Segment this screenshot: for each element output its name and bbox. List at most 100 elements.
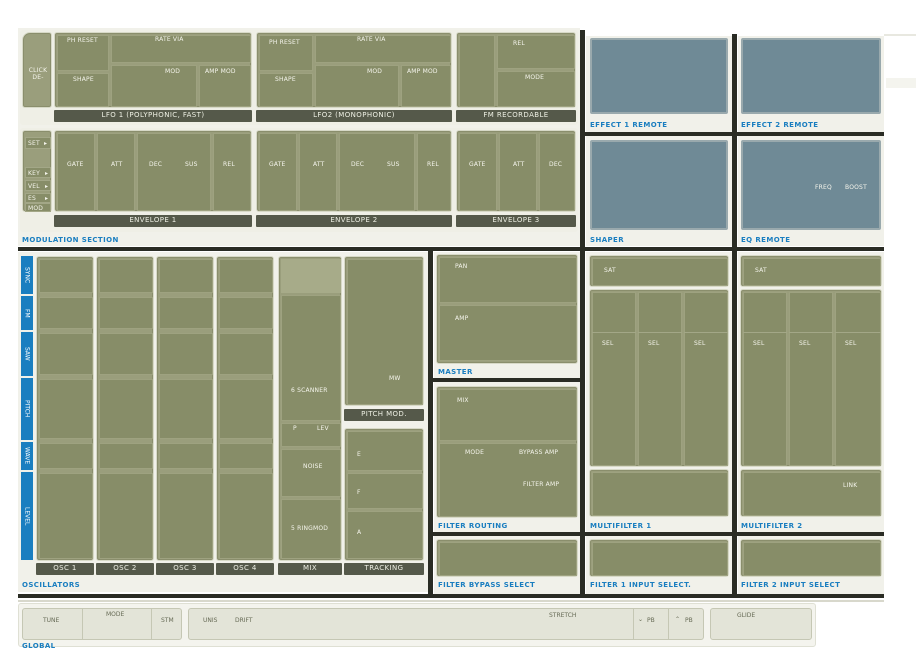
- master-pan[interactable]: PAN: [439, 257, 577, 303]
- env2-gate[interactable]: GATE: [259, 133, 297, 211]
- osc2-sync[interactable]: [99, 259, 153, 293]
- osc1-pitch[interactable]: [39, 379, 93, 439]
- stretch-label[interactable]: STRETCH: [549, 612, 577, 619]
- env1-rel[interactable]: REL: [213, 133, 251, 211]
- multifilter1-sat-cell[interactable]: SAT: [592, 258, 728, 286]
- lfo2-shape[interactable]: SHAPE: [259, 73, 313, 107]
- tracking-e[interactable]: E: [347, 431, 423, 471]
- filter-bypass-select-cell[interactable]: [439, 542, 577, 576]
- multifilter2-sat[interactable]: SAT: [740, 255, 882, 287]
- filter2-input-select-panel[interactable]: [740, 539, 882, 577]
- osc4-pitch[interactable]: [219, 379, 273, 439]
- mix-p-lev[interactable]: P LEV: [281, 423, 341, 447]
- multifilter1-sel2[interactable]: SEL: [638, 292, 682, 466]
- osc3-level[interactable]: [159, 473, 213, 559]
- vel-button[interactable]: VEL ▸: [25, 180, 51, 191]
- osc1-level[interactable]: [39, 473, 93, 559]
- env2-att[interactable]: ATT: [299, 133, 337, 211]
- multifilter2-sel2[interactable]: SEL: [789, 292, 833, 466]
- pitch-mod-area[interactable]: MW: [347, 259, 423, 405]
- mix-scanner[interactable]: 6 SCANNER: [281, 295, 341, 421]
- env3-gate[interactable]: GATE: [459, 133, 497, 211]
- fm-rel[interactable]: REL: [497, 35, 575, 69]
- tune-knob[interactable]: TUNE: [23, 609, 83, 639]
- osc4-level[interactable]: [219, 473, 273, 559]
- lfo2-ph-reset[interactable]: PH RESET: [259, 35, 313, 71]
- filter-bypass-select-panel[interactable]: [436, 539, 578, 577]
- multifilter1-bottom[interactable]: [589, 469, 729, 517]
- osc1-saw[interactable]: [39, 333, 93, 375]
- osc1-fm[interactable]: [39, 297, 93, 329]
- env1-dec[interactable]: DEC SUS: [137, 133, 211, 211]
- multifilter1-sel1[interactable]: SEL: [592, 292, 636, 466]
- mod-button[interactable]: MOD: [25, 203, 51, 212]
- multifilter2-link[interactable]: LINK: [743, 472, 881, 516]
- filter-routing-mix[interactable]: MIX: [439, 389, 577, 441]
- osc2-fm[interactable]: [99, 297, 153, 329]
- filter1-input-select-cell[interactable]: [592, 542, 728, 576]
- effect1-remote-display[interactable]: [590, 38, 728, 114]
- osc3-fm[interactable]: [159, 297, 213, 329]
- env3-dec[interactable]: DEC: [539, 133, 575, 211]
- es-button[interactable]: ES ▸: [25, 193, 51, 203]
- osc2-saw[interactable]: [99, 333, 153, 375]
- osc4-fm[interactable]: [219, 297, 273, 329]
- glide-control[interactable]: GLIDE: [710, 608, 812, 640]
- osc2-pitch[interactable]: [99, 379, 153, 439]
- multifilter2-sel3[interactable]: SEL: [835, 292, 881, 466]
- drift-label[interactable]: DRIFT: [235, 617, 253, 624]
- osc3-sync[interactable]: [159, 259, 213, 293]
- multifilter1-bottom-cell[interactable]: [592, 472, 728, 516]
- tracking-f[interactable]: F: [347, 473, 423, 509]
- multifilter1-sel3[interactable]: SEL: [684, 292, 728, 466]
- set-button[interactable]: SET ▸: [25, 137, 51, 149]
- lfo2-amp-mod[interactable]: AMP MOD: [401, 65, 451, 107]
- fm-mode[interactable]: MODE: [497, 71, 575, 107]
- env2-dec[interactable]: DEC SUS: [339, 133, 415, 211]
- multifilter1-sat[interactable]: SAT: [589, 255, 729, 287]
- fm-left[interactable]: [459, 35, 495, 107]
- env3-att[interactable]: ATT: [499, 133, 537, 211]
- key-button[interactable]: KEY ▸: [25, 167, 51, 178]
- eq-remote-display[interactable]: FREQ BOOST: [741, 140, 881, 230]
- osc2-level[interactable]: [99, 473, 153, 559]
- env1-gate[interactable]: GATE: [57, 133, 95, 211]
- pb-down-control[interactable]: ⌄ PB: [633, 609, 667, 639]
- env1-att[interactable]: ATT: [97, 133, 135, 211]
- lfo1-amp-mod[interactable]: AMP MOD: [199, 65, 251, 107]
- click-de-strip[interactable]: CLICK DE-: [22, 32, 52, 108]
- osc4-wave[interactable]: [219, 443, 273, 469]
- filter-routing-controls[interactable]: MODE BYPASS AMP FILTER AMP: [439, 443, 577, 517]
- osc1-wave[interactable]: [39, 443, 93, 469]
- osc3-wave[interactable]: [159, 443, 213, 469]
- mix-ringmod[interactable]: 5 RINGMOD: [281, 499, 341, 559]
- env2-rel[interactable]: REL: [417, 133, 451, 211]
- osc3-pitch[interactable]: [159, 379, 213, 439]
- filter1-input-select-panel[interactable]: [589, 539, 729, 577]
- lfo1-rate-via[interactable]: RATE VIA: [111, 35, 251, 63]
- mode-control[interactable]: MODE: [84, 609, 152, 639]
- multifilter2-sat-cell[interactable]: SAT: [743, 258, 881, 286]
- shaper-display[interactable]: [590, 140, 728, 230]
- osc3-saw[interactable]: [159, 333, 213, 375]
- osc4-sync[interactable]: [219, 259, 273, 293]
- osc1-sync[interactable]: [39, 259, 93, 293]
- master-amp[interactable]: AMP: [439, 305, 577, 361]
- pitch-mod-panel[interactable]: MW: [344, 256, 424, 406]
- multifilter2-sel1[interactable]: SEL: [743, 292, 787, 466]
- lfo2-mod[interactable]: MOD: [315, 65, 399, 107]
- mix-noise[interactable]: NOISE: [281, 449, 341, 497]
- stm-control[interactable]: STM: [153, 609, 181, 639]
- unis-label[interactable]: UNIS: [203, 617, 218, 624]
- effect2-remote-display[interactable]: [741, 38, 881, 114]
- filter2-input-select-cell[interactable]: [743, 542, 881, 576]
- lfo1-ph-reset[interactable]: PH RESET: [57, 35, 109, 71]
- osc2-wave[interactable]: [99, 443, 153, 469]
- pb-up-control[interactable]: ⌃ PB: [668, 609, 704, 639]
- lfo2-rate-via[interactable]: RATE VIA: [315, 35, 451, 63]
- osc4-saw[interactable]: [219, 333, 273, 375]
- tracking-a[interactable]: A: [347, 511, 423, 559]
- lfo1-mod[interactable]: MOD: [111, 65, 197, 107]
- lfo1-shape[interactable]: SHAPE: [57, 73, 109, 107]
- multifilter2-bottom[interactable]: LINK: [740, 469, 882, 517]
